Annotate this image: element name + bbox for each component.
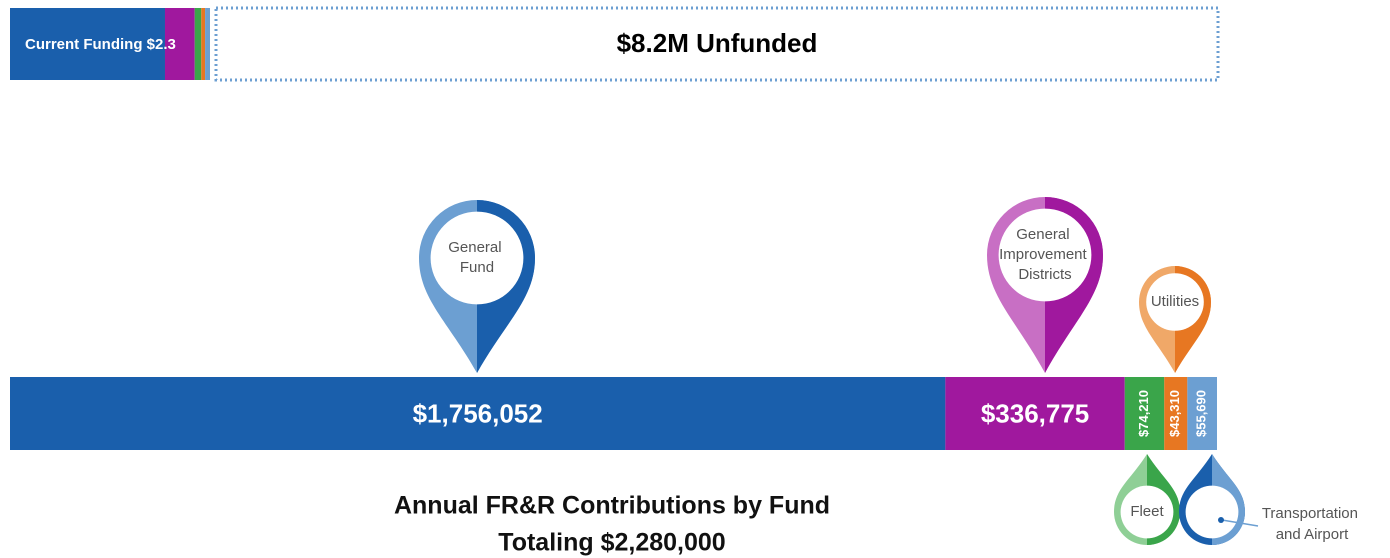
- funding-bar: [10, 8, 210, 80]
- bar-segment: [1187, 377, 1217, 450]
- bar-segment: [1164, 377, 1188, 450]
- pin-arrow-head: [1218, 517, 1224, 523]
- pin-face: [430, 211, 524, 305]
- contribution-bar: $1,756,052 $336,775 $74,210 $43,310 $55,690: [10, 377, 1217, 450]
- pin-label: Transportation and Airport: [1262, 505, 1362, 543]
- funding-segment: [164, 8, 195, 80]
- bar-segment: [10, 377, 946, 450]
- unfunded-box: [214, 6, 1220, 82]
- pin-label: General Improvement Districts: [999, 226, 1091, 283]
- funding-segment: [201, 8, 206, 80]
- pin-face: [998, 208, 1092, 302]
- pin: Fleet: [1114, 454, 1180, 545]
- value-label: $336,775: [981, 398, 1089, 428]
- funding-segment: [205, 8, 210, 80]
- unfunded-label: $8.2M Unfunded: [617, 28, 818, 58]
- pin-face: [1120, 485, 1174, 539]
- pin: General Fund: [419, 200, 535, 373]
- funding-label: Current Funding $2.3: [25, 36, 176, 53]
- pins: General Fund General Improvement District…: [419, 197, 1362, 545]
- pin-arrow: [1221, 519, 1259, 527]
- pin-label: Fleet: [1130, 503, 1164, 520]
- pin: Utilities: [1139, 266, 1211, 373]
- funding-segment: [194, 8, 202, 80]
- pin-face: [1146, 273, 1204, 331]
- pin: General Improvement Districts: [987, 197, 1103, 373]
- funding-segment: [10, 8, 165, 80]
- value-label: $1,756,052: [413, 398, 543, 428]
- bar-segment: [1124, 377, 1165, 450]
- chart-subtitle: Totaling $2,280,000: [498, 529, 725, 557]
- pin: Transportation and Airport: [1179, 454, 1362, 545]
- value-label: $74,210: [1136, 390, 1151, 437]
- chart-title: Annual FR&R Contributions by Fund: [394, 492, 830, 520]
- value-label: $55,690: [1194, 390, 1209, 437]
- bar-segment: [945, 377, 1125, 450]
- pin-label: General Fund: [448, 239, 506, 276]
- value-label: $43,310: [1167, 390, 1182, 437]
- pin-label: Utilities: [1151, 293, 1199, 310]
- pin-face: [1185, 485, 1239, 539]
